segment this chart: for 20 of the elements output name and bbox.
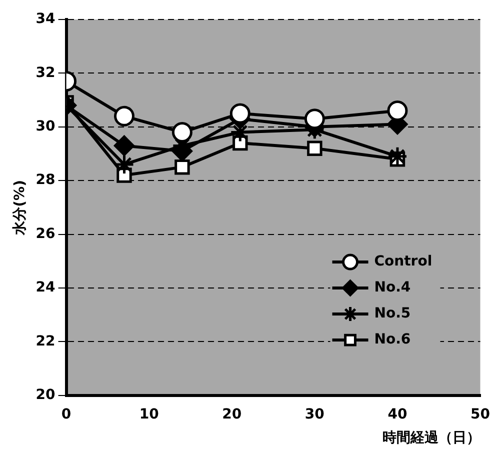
y-tick-label: 34 <box>36 11 56 28</box>
y-tick-label: 20 <box>36 387 56 404</box>
legend-label: Control <box>374 254 432 270</box>
x-tick-label: 10 <box>139 406 160 422</box>
y-tick-label: 32 <box>36 64 56 81</box>
y-tick-label: 24 <box>36 280 56 296</box>
legend-label: No.4 <box>374 280 411 296</box>
legend-label: No.5 <box>374 306 411 322</box>
x-tick-label: 40 <box>388 406 408 422</box>
y-tick-label: 28 <box>36 172 56 188</box>
x-tick-label: 50 <box>470 406 490 422</box>
y-tick-label: 26 <box>36 226 56 242</box>
x-tick-label: 20 <box>222 406 242 422</box>
x-tick-label: 30 <box>304 406 325 422</box>
x-axis-title: 時間経過（日） <box>382 430 480 446</box>
x-tick-label: 0 <box>61 406 72 422</box>
y-tick-label: 22 <box>36 333 56 350</box>
legend-label: No.6 <box>374 332 411 348</box>
y-axis-title: 水分(%) <box>12 180 28 236</box>
y-tick-label: 30 <box>36 118 56 135</box>
